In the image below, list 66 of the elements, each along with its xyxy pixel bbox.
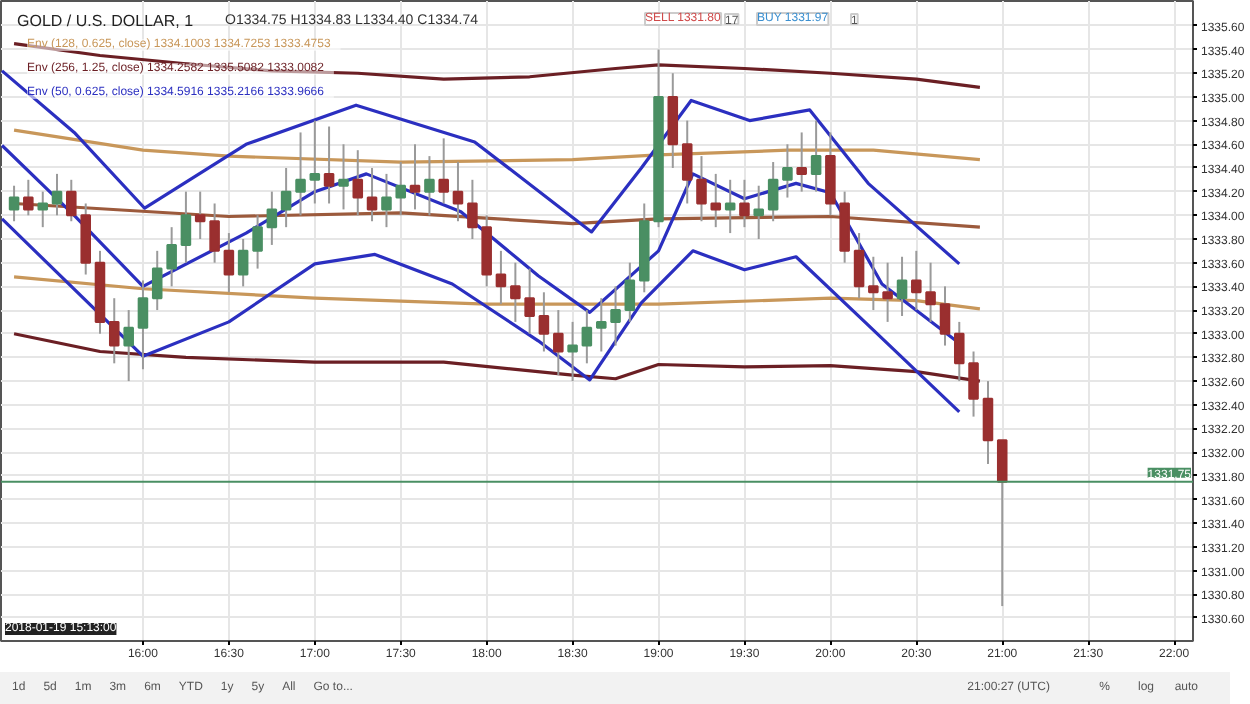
candlestick — [51, 172, 63, 217]
text: GOLD / U.S. DOLLAR, 1 — [17, 12, 195, 30]
candlestick — [581, 309, 593, 365]
candlestick — [237, 238, 249, 288]
line-series — [12, 128, 982, 164]
candlestick — [137, 279, 149, 371]
candlestick — [495, 249, 507, 306]
candlestick — [452, 161, 464, 223]
candlestick — [739, 178, 750, 229]
candlestick — [266, 190, 278, 246]
candlestick — [37, 190, 49, 229]
candlestick — [194, 190, 206, 240]
candlestick — [66, 178, 77, 223]
candlestick — [209, 202, 220, 264]
candlestick — [338, 143, 349, 211]
candlestick — [280, 166, 292, 229]
candlestick — [252, 214, 263, 270]
candlestick — [510, 261, 521, 323]
candlestick — [954, 320, 965, 383]
candlestick — [23, 178, 34, 217]
candlestick — [123, 309, 134, 383]
candlestick — [409, 143, 421, 211]
candlestick — [323, 125, 335, 205]
candlestick — [553, 309, 564, 377]
candlestick — [567, 320, 578, 383]
candlestick — [151, 249, 163, 312]
candlestick — [424, 155, 435, 217]
candlestick — [223, 232, 235, 294]
candlestick — [166, 226, 177, 288]
candlestick — [896, 255, 908, 317]
candlestick — [753, 184, 764, 240]
candlestick — [782, 143, 793, 199]
line-series — [12, 42, 982, 90]
candlestick — [309, 119, 321, 205]
candlestick — [295, 131, 306, 217]
candlestick — [481, 214, 492, 288]
candlestick — [8, 184, 20, 223]
candlestick — [667, 72, 679, 169]
candlestick — [767, 161, 779, 223]
candlestick — [911, 249, 922, 312]
candlestick — [996, 439, 1008, 608]
candlestick — [180, 190, 192, 264]
candlestick — [438, 137, 449, 205]
candlestick — [596, 297, 607, 353]
candlestick — [467, 178, 478, 240]
line-series — [12, 275, 982, 311]
candlestick — [724, 178, 736, 235]
candlestick — [366, 166, 378, 223]
candlestick — [524, 267, 535, 335]
candlestick — [796, 131, 807, 193]
candlestick — [982, 380, 994, 465]
candlestick — [624, 261, 636, 323]
candlestick — [939, 285, 951, 347]
candlestick — [968, 350, 979, 418]
candlestick — [681, 119, 693, 205]
candlestick — [868, 255, 879, 312]
candlestick — [610, 285, 621, 347]
candlestick — [925, 261, 936, 323]
candlestick — [80, 202, 91, 276]
candlestick — [108, 297, 120, 365]
candlestick — [810, 119, 822, 193]
candlestick — [352, 149, 364, 217]
candlestick — [882, 261, 893, 323]
candlestick — [853, 232, 865, 300]
candlestick — [538, 291, 550, 353]
line-series — [1, 217, 961, 414]
